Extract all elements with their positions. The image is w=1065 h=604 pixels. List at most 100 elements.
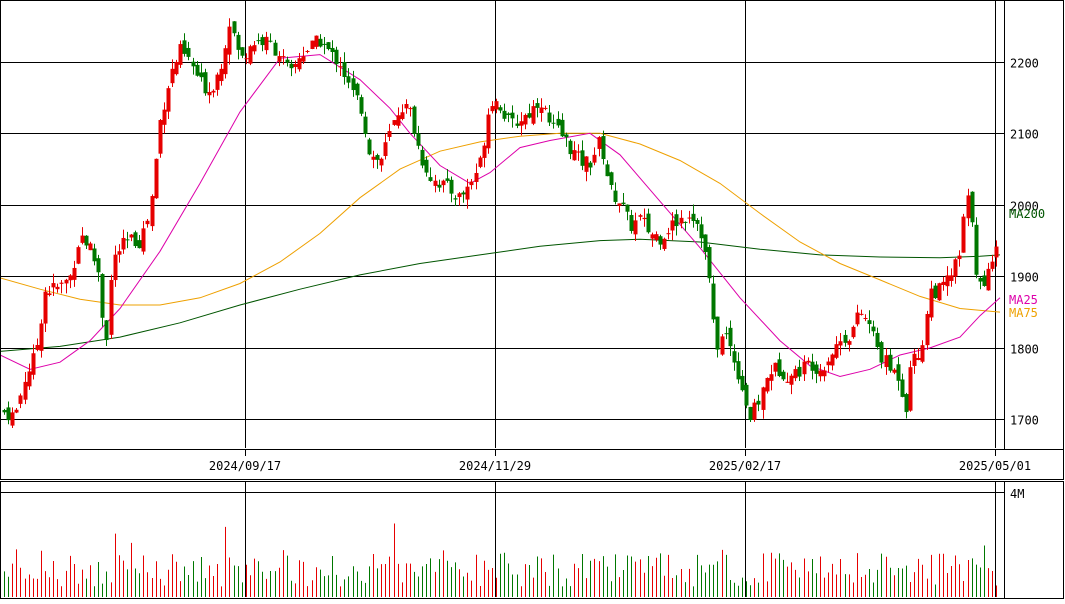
candle-body — [674, 214, 679, 227]
candle-body — [351, 78, 356, 91]
candle-body — [843, 334, 848, 343]
candle-body — [978, 277, 983, 282]
candle-body — [650, 234, 655, 239]
candle-body — [203, 72, 208, 94]
candle-body — [990, 261, 995, 269]
candle-body — [314, 35, 319, 47]
y-tick-label: 2100 — [1010, 128, 1039, 142]
candle-body — [400, 112, 405, 119]
candle-body — [666, 233, 671, 235]
candle-body — [847, 341, 852, 345]
candle-body — [55, 286, 60, 290]
candle-body — [806, 360, 811, 363]
candle-body — [211, 90, 216, 93]
candle-body — [293, 64, 298, 68]
candle-body — [748, 406, 753, 421]
candle-body — [445, 178, 450, 181]
candle-body — [933, 285, 938, 299]
candle-body — [580, 150, 585, 166]
candle-body — [502, 110, 507, 119]
candle-body — [371, 156, 376, 160]
ma-label-ma75: MA75 — [1009, 306, 1038, 320]
y-tick-label: 2200 — [1010, 57, 1039, 71]
candle-body — [789, 375, 794, 385]
candle-body — [793, 369, 798, 379]
candle-body — [260, 37, 265, 46]
candle-body — [133, 232, 138, 247]
candle-body — [18, 395, 23, 404]
candle-body — [715, 316, 720, 350]
candle-body — [822, 370, 827, 377]
ma-line-ma25 — [0, 54, 1001, 378]
candle-body — [785, 381, 790, 383]
candle-body — [408, 108, 413, 110]
candle-body — [912, 353, 917, 366]
volume-bars — [4, 523, 997, 597]
candle-body — [342, 62, 347, 78]
candle-body — [137, 240, 142, 249]
candle-body — [433, 180, 438, 186]
candle-body — [859, 313, 864, 315]
candle-body — [605, 164, 610, 177]
volume-tick-label: 4M — [1010, 487, 1024, 501]
candles — [2, 18, 999, 428]
candle-body — [498, 107, 503, 111]
candle-body — [310, 40, 315, 49]
candle-body — [966, 195, 971, 219]
ma-label-ma25: MA25 — [1009, 293, 1038, 307]
volume-panel-frame — [0, 481, 1064, 599]
candle-body — [621, 202, 626, 205]
candle-body — [92, 248, 97, 262]
candle-body — [814, 364, 819, 374]
candle-body — [834, 344, 839, 358]
candle-body — [863, 318, 868, 320]
candle-body — [223, 48, 228, 75]
candle-body — [662, 238, 667, 249]
candle-body — [642, 217, 647, 220]
candle-body — [35, 344, 40, 350]
candle-body — [27, 371, 32, 387]
candle-body — [486, 114, 491, 149]
ma-line-ma75 — [0, 132, 1001, 313]
candle-body — [277, 56, 282, 62]
candle-body — [182, 40, 187, 54]
candle-body — [285, 59, 290, 63]
candle-body — [633, 220, 638, 235]
candle-body — [219, 68, 224, 82]
y-tick-label: 1700 — [1010, 414, 1039, 428]
candle-body — [383, 142, 388, 157]
candle-body — [412, 106, 417, 134]
candle-body — [900, 379, 905, 397]
candle-body — [888, 354, 893, 371]
candle-body — [638, 215, 643, 217]
candle-body — [560, 119, 565, 137]
candle-body — [506, 113, 511, 115]
candle-body — [609, 172, 614, 185]
candle-body — [765, 377, 770, 392]
candle-body — [170, 68, 175, 84]
candle-body — [2, 410, 7, 413]
candle-body — [207, 92, 212, 96]
candle-body — [387, 131, 392, 137]
candle-body — [178, 44, 183, 65]
candle-body — [305, 50, 310, 52]
candle-body — [68, 275, 73, 281]
candle-body — [334, 49, 339, 65]
candle-body — [826, 361, 831, 366]
candle-body — [109, 280, 114, 335]
candle-body — [297, 58, 302, 70]
candle-body — [691, 213, 696, 222]
candle-body — [892, 369, 897, 373]
candle-body — [244, 58, 249, 60]
candle-body — [953, 259, 958, 277]
candle-body — [76, 247, 81, 264]
gridlines — [1, 1, 1004, 597]
candle-body — [301, 56, 306, 62]
candle-body — [683, 221, 688, 223]
candle-body — [186, 47, 191, 57]
candle-body — [711, 283, 716, 320]
candle-body — [326, 42, 331, 50]
candle-body — [523, 114, 528, 125]
candle-body — [141, 228, 146, 252]
